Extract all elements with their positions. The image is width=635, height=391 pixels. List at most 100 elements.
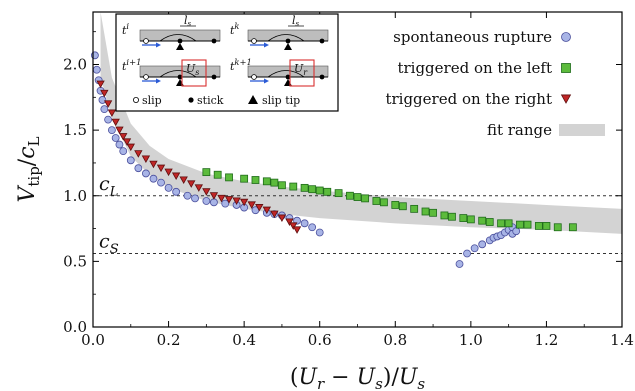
data-point <box>380 198 388 207</box>
inset-legend-stick-label: stick <box>197 94 224 107</box>
inset-legend-stick-icon <box>188 97 194 103</box>
data-point <box>463 249 471 258</box>
data-point <box>191 194 199 203</box>
data-point <box>164 168 173 177</box>
inset-spring <box>159 70 197 78</box>
data-point <box>277 214 287 223</box>
inset-slip-node <box>251 38 257 44</box>
data-point <box>225 173 233 182</box>
inset-schematic: ti ls tk ls ti+1 Us tk+1 Ur slip stick slip tip <box>115 13 339 112</box>
data-point <box>534 222 543 230</box>
data-point <box>141 155 151 163</box>
y-axis-label: Vtip/cL <box>15 136 43 202</box>
inset-stick-node <box>211 74 217 80</box>
x-tick-label: 1.4 <box>610 331 634 349</box>
data-point <box>568 223 577 232</box>
data-point <box>466 215 475 224</box>
inset-arrowhead <box>264 78 269 84</box>
inset-stick-node <box>285 38 291 44</box>
data-point <box>323 187 332 196</box>
data-point <box>516 220 524 229</box>
inset-panel: tk ls <box>230 14 329 50</box>
inset-legend-slip-icon <box>132 97 139 104</box>
inset-arrowhead <box>156 78 161 84</box>
series-square <box>202 168 577 232</box>
data-point <box>119 133 128 141</box>
data-point <box>372 197 381 205</box>
y-tick-label: 0.0 <box>63 318 87 336</box>
data-point <box>111 118 120 127</box>
inset-legend-slip-tip-icon <box>248 95 258 104</box>
x-axis-label: (Ur − Us)/Us <box>290 365 426 391</box>
inset-highlight-box <box>289 59 315 87</box>
data-point <box>194 184 203 192</box>
x-tick-label: 0.8 <box>383 331 407 349</box>
data-point <box>448 212 456 221</box>
data-point <box>111 134 120 142</box>
data-point <box>478 240 487 249</box>
data-point <box>470 244 479 253</box>
data-point <box>270 210 279 219</box>
data-point <box>421 207 430 216</box>
inset-panel: tk+1 Ur <box>230 57 329 87</box>
data-point <box>315 228 324 237</box>
inset-panel-label: ti+1 <box>122 57 141 73</box>
data-point <box>171 172 181 181</box>
data-point <box>92 65 101 74</box>
data-point <box>157 178 165 187</box>
inset-slip-node <box>251 74 257 80</box>
y-tick-label: 2.0 <box>63 56 87 74</box>
data-point <box>107 126 116 135</box>
data-point <box>134 164 143 173</box>
data-series-layer <box>90 51 577 268</box>
data-point <box>289 222 298 230</box>
legend-label-fit-range: fit range <box>487 121 552 139</box>
legend-marker-square <box>561 63 571 73</box>
data-point <box>122 138 132 146</box>
inset-slip-node <box>143 38 149 44</box>
data-point <box>156 164 166 173</box>
inset-stick-node <box>211 38 217 44</box>
x-tick-label: 0.0 <box>81 331 105 349</box>
inset-highlight-box <box>181 59 207 87</box>
data-point <box>353 193 362 201</box>
data-point <box>523 220 532 229</box>
data-point <box>232 197 241 205</box>
data-point <box>391 201 400 209</box>
y-tick-label: 1.0 <box>63 187 87 205</box>
inset-legend-slip-label: slip <box>142 94 162 107</box>
data-point <box>202 197 211 205</box>
data-point <box>334 189 343 198</box>
y-tick-label: 1.5 <box>63 121 87 139</box>
data-point <box>429 208 437 217</box>
data-point <box>98 96 107 104</box>
data-point <box>224 196 234 204</box>
data-point <box>179 176 188 184</box>
data-point <box>134 150 143 158</box>
data-point <box>213 170 222 179</box>
data-point <box>202 168 211 177</box>
data-point <box>300 219 309 228</box>
legend-marker-triangle-down <box>560 94 572 104</box>
data-point <box>100 89 109 98</box>
inset-slip-tip-marker <box>284 43 292 50</box>
x-tick-label: 1.0 <box>459 331 483 349</box>
inset-arrowhead <box>156 42 161 48</box>
inset-panel: ti ls <box>122 14 221 50</box>
fit-range-band-layer <box>100 12 623 234</box>
inset-stick-node <box>319 74 325 80</box>
data-point <box>104 115 113 124</box>
data-point <box>278 181 286 190</box>
inset-slip-node <box>143 74 149 80</box>
data-point <box>346 191 354 200</box>
data-point <box>398 202 407 211</box>
inset-arrowhead <box>264 42 269 48</box>
data-point <box>262 177 271 186</box>
data-point <box>285 218 294 226</box>
data-point <box>119 147 128 156</box>
legend-label-triangle-down: triggered on the right <box>385 90 552 108</box>
data-point <box>504 219 513 228</box>
legend: spontaneous rupture triggered on the left… <box>385 28 605 139</box>
reference-label-L: cL <box>99 173 119 200</box>
